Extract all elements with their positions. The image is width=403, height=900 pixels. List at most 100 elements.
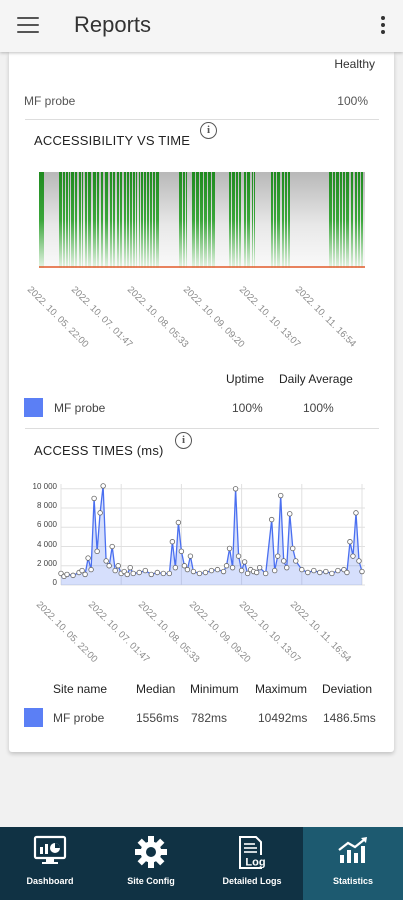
uptime-band bbox=[179, 172, 182, 268]
data-point bbox=[97, 510, 103, 516]
data-point bbox=[142, 567, 148, 574]
deviation-value: 1486.5ms bbox=[323, 711, 376, 725]
maximum-header: Maximum bbox=[255, 682, 308, 696]
report-card: Healthy MF probe 100% ACCESSIBILITY VS T… bbox=[9, 52, 394, 752]
nav-label: Statistics bbox=[332, 876, 374, 886]
uptime-band bbox=[120, 172, 122, 268]
uptime-band bbox=[271, 172, 273, 268]
data-point bbox=[268, 516, 275, 523]
uptime-band bbox=[69, 172, 70, 268]
uptime-band bbox=[59, 172, 62, 268]
gear-icon bbox=[135, 836, 167, 868]
uptime-band bbox=[254, 172, 255, 268]
uptime-band bbox=[355, 172, 357, 268]
uptime-band bbox=[212, 172, 215, 268]
data-point bbox=[229, 564, 236, 571]
data-point bbox=[220, 568, 227, 575]
status-label: Healthy bbox=[334, 57, 375, 71]
access-times-x-axis: 2022. 10. 05. 22:00 2022. 10. 07. 01:47 … bbox=[34, 599, 353, 665]
y-tick-label: 10 000 bbox=[33, 482, 58, 491]
access-times-title: ACCESS TIMES (ms) bbox=[34, 443, 164, 458]
statistics-icon bbox=[338, 837, 367, 863]
uptime-band bbox=[351, 172, 353, 268]
data-point bbox=[208, 567, 215, 574]
data-point bbox=[79, 567, 85, 574]
nav-site-config[interactable]: Site Config bbox=[101, 827, 201, 900]
data-point bbox=[323, 568, 329, 575]
data-point bbox=[232, 486, 239, 492]
uptime-band bbox=[124, 172, 126, 268]
data-point bbox=[181, 563, 188, 569]
uptime-band bbox=[358, 172, 360, 268]
uptime-band bbox=[252, 172, 253, 268]
data-point bbox=[299, 566, 305, 573]
data-point bbox=[187, 553, 194, 559]
uptime-band bbox=[343, 172, 345, 268]
info-icon[interactable]: i bbox=[175, 432, 192, 449]
bottom-navigation: Dashboard Site Config Lo bbox=[0, 827, 403, 900]
uptime-band bbox=[232, 172, 235, 268]
uptime-band bbox=[101, 172, 103, 268]
data-point bbox=[335, 567, 341, 574]
nav-detailed-logs[interactable]: Log Detailed Logs bbox=[202, 827, 302, 900]
data-point bbox=[175, 519, 182, 526]
data-point bbox=[82, 571, 88, 578]
x-tick-label: 2022. 10. 10. 13:07 bbox=[237, 284, 303, 350]
info-icon[interactable]: i bbox=[200, 122, 217, 139]
menu-icon[interactable] bbox=[17, 17, 39, 33]
data-point bbox=[281, 558, 287, 564]
probe-name: MF probe bbox=[24, 94, 76, 108]
uptime-band bbox=[97, 172, 99, 268]
nav-dashboard[interactable]: Dashboard bbox=[0, 827, 100, 900]
data-point bbox=[148, 571, 154, 578]
data-point bbox=[64, 571, 70, 578]
minimum-value: 782ms bbox=[191, 711, 228, 725]
data-point bbox=[244, 570, 251, 577]
minimum-header: Minimum bbox=[190, 682, 239, 696]
nav-label: Detailed Logs bbox=[222, 876, 282, 886]
uptime-band bbox=[144, 172, 146, 268]
uptime-band bbox=[196, 172, 199, 268]
data-point bbox=[169, 539, 176, 545]
nav-statistics[interactable]: Statistics bbox=[303, 827, 403, 900]
uptime-band bbox=[156, 172, 159, 268]
data-point bbox=[91, 495, 97, 502]
data-point bbox=[284, 564, 290, 571]
data-point bbox=[136, 569, 142, 576]
uptime-band bbox=[117, 172, 119, 268]
data-point bbox=[223, 563, 230, 569]
data-point bbox=[202, 569, 209, 576]
data-point bbox=[290, 545, 296, 552]
y-tick-label: 4 000 bbox=[37, 540, 58, 549]
uptime-band bbox=[288, 172, 290, 268]
nav-label: Site Config bbox=[127, 876, 175, 886]
uptime-value: 100% bbox=[232, 401, 263, 415]
data-point bbox=[226, 545, 233, 552]
data-point bbox=[353, 510, 359, 516]
uptime-band bbox=[204, 172, 207, 268]
divider bbox=[25, 119, 379, 120]
data-point bbox=[256, 564, 263, 571]
uptime-band bbox=[361, 172, 363, 268]
uptime-band bbox=[236, 172, 238, 268]
uptime-band bbox=[133, 172, 135, 268]
uptime-band bbox=[153, 172, 155, 268]
divider bbox=[25, 428, 379, 429]
legend-name: MF probe bbox=[54, 401, 106, 415]
uptime-band bbox=[66, 172, 68, 268]
data-point bbox=[253, 569, 260, 576]
deviation-header: Deviation bbox=[322, 682, 373, 696]
svg-text:Log: Log bbox=[245, 857, 265, 869]
uptime-band bbox=[127, 172, 129, 268]
uptime-band bbox=[186, 172, 187, 268]
access-times-series bbox=[58, 483, 365, 585]
data-point bbox=[106, 563, 112, 569]
y-axis: 10 000 8 000 6 000 4 000 2 000 0 bbox=[33, 482, 58, 587]
data-point bbox=[272, 567, 278, 574]
data-point bbox=[238, 567, 245, 574]
more-options-icon[interactable] bbox=[380, 16, 386, 36]
data-point bbox=[214, 566, 221, 573]
access-times-chart: 10 000 8 000 6 000 4 000 2 000 0 2022. 1… bbox=[33, 482, 365, 665]
legend-swatch bbox=[24, 398, 43, 417]
accessibility-x-axis: 2022. 10. 05. 22:00 2022. 10. 07. 01:47 … bbox=[25, 284, 358, 350]
